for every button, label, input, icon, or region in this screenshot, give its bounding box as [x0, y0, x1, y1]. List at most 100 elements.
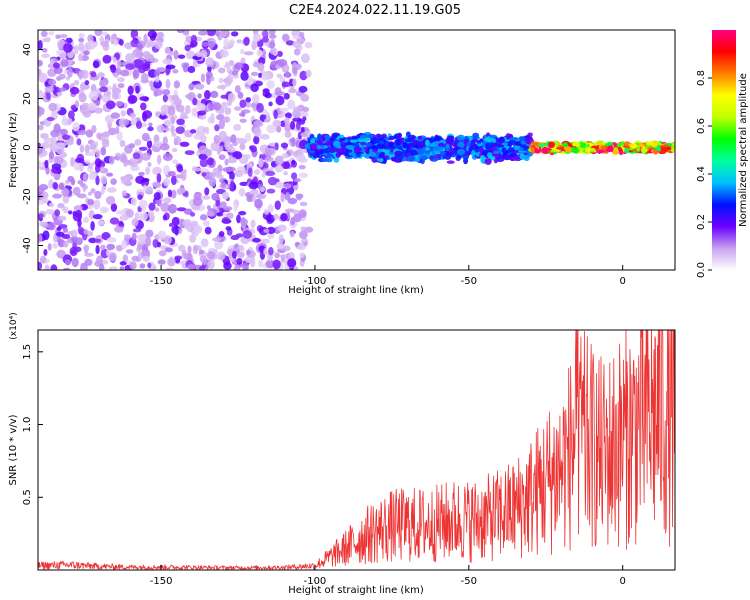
heatmap-cell [268, 41, 276, 49]
heatmap-cell [119, 266, 125, 270]
heatmap-cell [548, 141, 556, 149]
heatmap-cell [315, 151, 321, 158]
heatmap-cell [88, 172, 97, 181]
heatmap-cell [375, 133, 382, 138]
heatmap-cell [266, 80, 275, 89]
heatmap-cell [227, 156, 238, 164]
heatmap-cell [79, 82, 87, 91]
heatmap-cell [280, 142, 289, 149]
heatmap-cell [62, 195, 70, 204]
heatmap-cell [204, 126, 210, 135]
heatmap-cell [209, 76, 215, 82]
heatmap-cell [56, 91, 63, 97]
heatmap-cell [231, 74, 240, 79]
heatmap-cell [100, 244, 106, 251]
heatmap-cell [253, 135, 260, 145]
heatmap-cell [48, 102, 58, 112]
heatmap-cell [445, 151, 454, 157]
heatmap-cell [83, 50, 90, 56]
heatmap-cell [143, 33, 148, 44]
heatmap-cell [52, 62, 60, 69]
heatmap-cell [90, 221, 95, 231]
heatmap-cell [41, 141, 51, 149]
colorbar-tick-label: 0.4 [696, 166, 707, 182]
heatmap-cell [100, 40, 109, 47]
heatmap-cell [298, 32, 305, 38]
heatmap-cell [78, 71, 83, 81]
heatmap-cell [59, 52, 66, 60]
heatmap-cell [163, 235, 172, 245]
heatmap-cell [208, 172, 217, 178]
heatmap-cell [157, 230, 167, 240]
heatmap-cell [430, 157, 439, 162]
heatmap-cell [79, 144, 85, 153]
heatmap-cell [219, 145, 224, 152]
heatmap-cell [53, 67, 63, 75]
heatmap-cell [119, 214, 129, 221]
heatmap-cell [202, 258, 207, 266]
heatmap-cell [91, 125, 97, 134]
heatmap-cell [207, 40, 216, 48]
heatmap-cell [220, 49, 229, 58]
heatmap-cell [70, 229, 78, 237]
heatmap-cell [518, 147, 524, 152]
heatmap-cell [302, 116, 307, 122]
heatmap-cell [157, 241, 162, 248]
heatmap-cell [138, 199, 148, 209]
heatmap-cell [205, 57, 215, 67]
heatmap-cell [62, 227, 68, 233]
heatmap-cell [291, 30, 301, 37]
heatmap-cell [110, 203, 118, 212]
heatmap-cell [201, 171, 207, 177]
heatmap-cell [78, 53, 84, 62]
heatmap-cell [170, 189, 177, 199]
heatmap-cell [275, 95, 285, 106]
heatmap-cell [316, 140, 324, 146]
heatmap-cell [394, 150, 403, 157]
heatmap-cell [127, 85, 134, 96]
heatmap-cell [420, 155, 428, 161]
heatmap-cell [364, 142, 373, 147]
heatmap-cell [76, 138, 82, 146]
heatmap-cell [646, 141, 653, 146]
heatmap-cell [182, 62, 189, 73]
heatmap-cell [95, 175, 100, 186]
heatmap-cell [659, 149, 666, 154]
heatmap-cell [383, 151, 390, 156]
heatmap-cell [259, 134, 270, 140]
heatmap-cell [287, 99, 296, 110]
heatmap-cell [349, 139, 358, 143]
heatmap-cell [176, 207, 187, 212]
heatmap-cell [368, 148, 374, 156]
heatmap-cell [173, 49, 179, 60]
heatmap-cell [243, 169, 250, 175]
heatmap-cell [292, 209, 300, 216]
heatmap-cell [198, 145, 209, 155]
heatmap-cell [129, 261, 137, 270]
heatmap-cell [203, 89, 211, 100]
heatmap-cell [199, 158, 209, 168]
heatmap-cell [176, 164, 184, 173]
heatmap-cell [274, 164, 284, 173]
heatmap-cell [299, 252, 305, 258]
heatmap-cell [131, 218, 139, 227]
heatmap-cell [274, 181, 285, 189]
heatmap-cell [82, 172, 88, 183]
heatmap-cell [223, 206, 233, 212]
heatmap-cell [54, 156, 64, 165]
heatmap-cell [137, 194, 143, 200]
heatmap-cell [297, 147, 308, 154]
heatmap-cell [264, 156, 274, 163]
heatmap-cell [480, 155, 486, 161]
heatmap-cell [670, 145, 675, 150]
heatmap-cell [74, 157, 85, 164]
heatmap-cell [138, 146, 148, 151]
heatmap-cell [293, 48, 301, 56]
heatmap-cell [127, 94, 138, 104]
heatmap-cell [170, 175, 177, 186]
snr-line [38, 330, 675, 570]
heatmap-cell [520, 140, 528, 145]
heatmap-cell [111, 92, 119, 100]
heatmap-cell [215, 30, 220, 37]
heatmap-cell [147, 40, 156, 48]
